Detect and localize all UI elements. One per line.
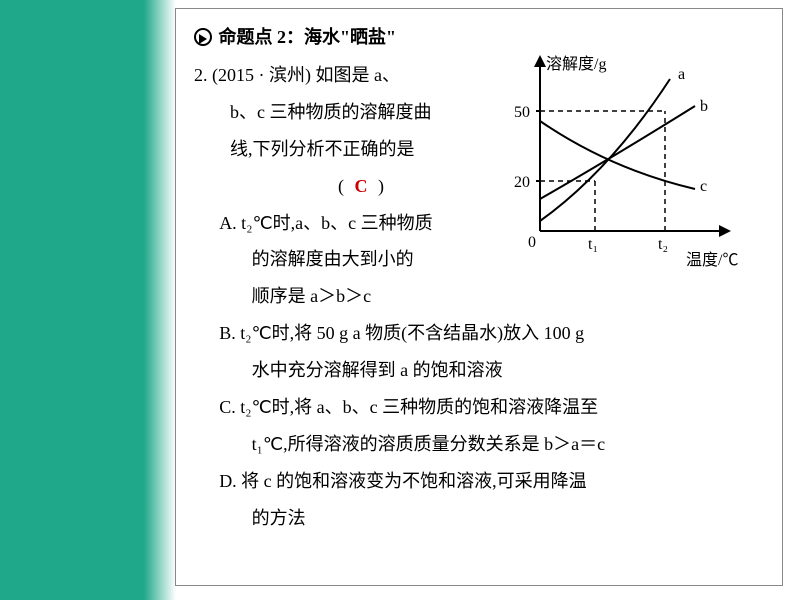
option-a-line-0: A. t₂℃时,a、b、c 三种物质 [194,205,494,242]
stem-line-0: 如图是 a、 [315,65,400,85]
topic-label: 命题点 2：海水"晒盐" [219,27,397,47]
option-c: C. t₂℃时,将 a、b、c 三种物质的饱和溶液降温至 t₁℃,所得溶液的溶质… [194,389,754,463]
curve-b-label: b [700,98,708,115]
curve-c [540,121,695,189]
curve-a-label: a [678,66,685,83]
stem-line-2: 线,下列分析不正确的是 [194,131,494,168]
x-tick-t1-label: t₁ [588,236,598,253]
topic-heading: 命题点 2：海水"晒盐" [194,23,764,49]
play-icon [194,28,212,46]
option-a-line-2: 顺序是 a＞b＞c [194,278,494,315]
axes [534,55,731,237]
origin-label: 0 [528,234,536,251]
x-tick-t2-label: t₂ [658,236,668,253]
option-d-line-0: D. 将 c 的饱和溶液变为不饱和溶液,可采用降温 [194,463,754,500]
curve-b [540,106,695,199]
solubility-chart: 20 50 t₁ t₂ a [500,51,770,261]
option-d: D. 将 c 的饱和溶液变为不饱和溶液,可采用降温 的方法 [194,463,754,537]
option-b: B. t₂℃时,将 50 g a 物质(不含结晶水)放入 100 g 水中充分溶… [194,315,754,389]
option-b-line-0: B. t₂℃时,将 50 g a 物质(不含结晶水)放入 100 g [194,315,754,352]
y-tick-50-label: 50 [514,104,530,121]
stem-line-1: b、c 三种物质的溶解度曲 [194,94,494,131]
option-c-line-0: C. t₂℃时,将 a、b、c 三种物质的饱和溶液降温至 [194,389,754,426]
option-b-line-1: 水中充分溶解得到 a 的饱和溶液 [194,352,754,389]
y-tick-20-label: 20 [514,174,530,191]
curve-a [540,79,670,221]
x-axis-label: 温度/℃ [686,251,738,269]
option-a-line-1: 的溶解度由大到小的 [194,241,494,278]
y-tick-20: 20 [514,174,595,191]
question-stem: 2. (2015 · 滨州) 如图是 a、 b、c 三种物质的溶解度曲 线,下列… [194,57,494,205]
x-tick-t1: t₁ [588,181,598,253]
y-axis-label: 溶解度/g [546,55,606,73]
option-d-line-1: 的方法 [194,500,754,537]
curve-c-label: c [700,178,707,195]
question-number: 2. [194,65,208,85]
question-card: 命题点 2：海水"晒盐" 20 50 [175,8,783,586]
answer-value: C [349,176,374,196]
option-c-line-1: t₁℃,所得溶液的溶质质量分数关系是 b＞a＝c [194,426,754,463]
question-body: 20 50 t₁ t₂ a [194,57,764,537]
option-a: A. t₂℃时,a、b、c 三种物质 的溶解度由大到小的 顺序是 a＞b＞c [194,205,494,316]
answer-slot: ( C ) [194,168,494,205]
question-source: (2015 · 滨州) [212,65,311,85]
